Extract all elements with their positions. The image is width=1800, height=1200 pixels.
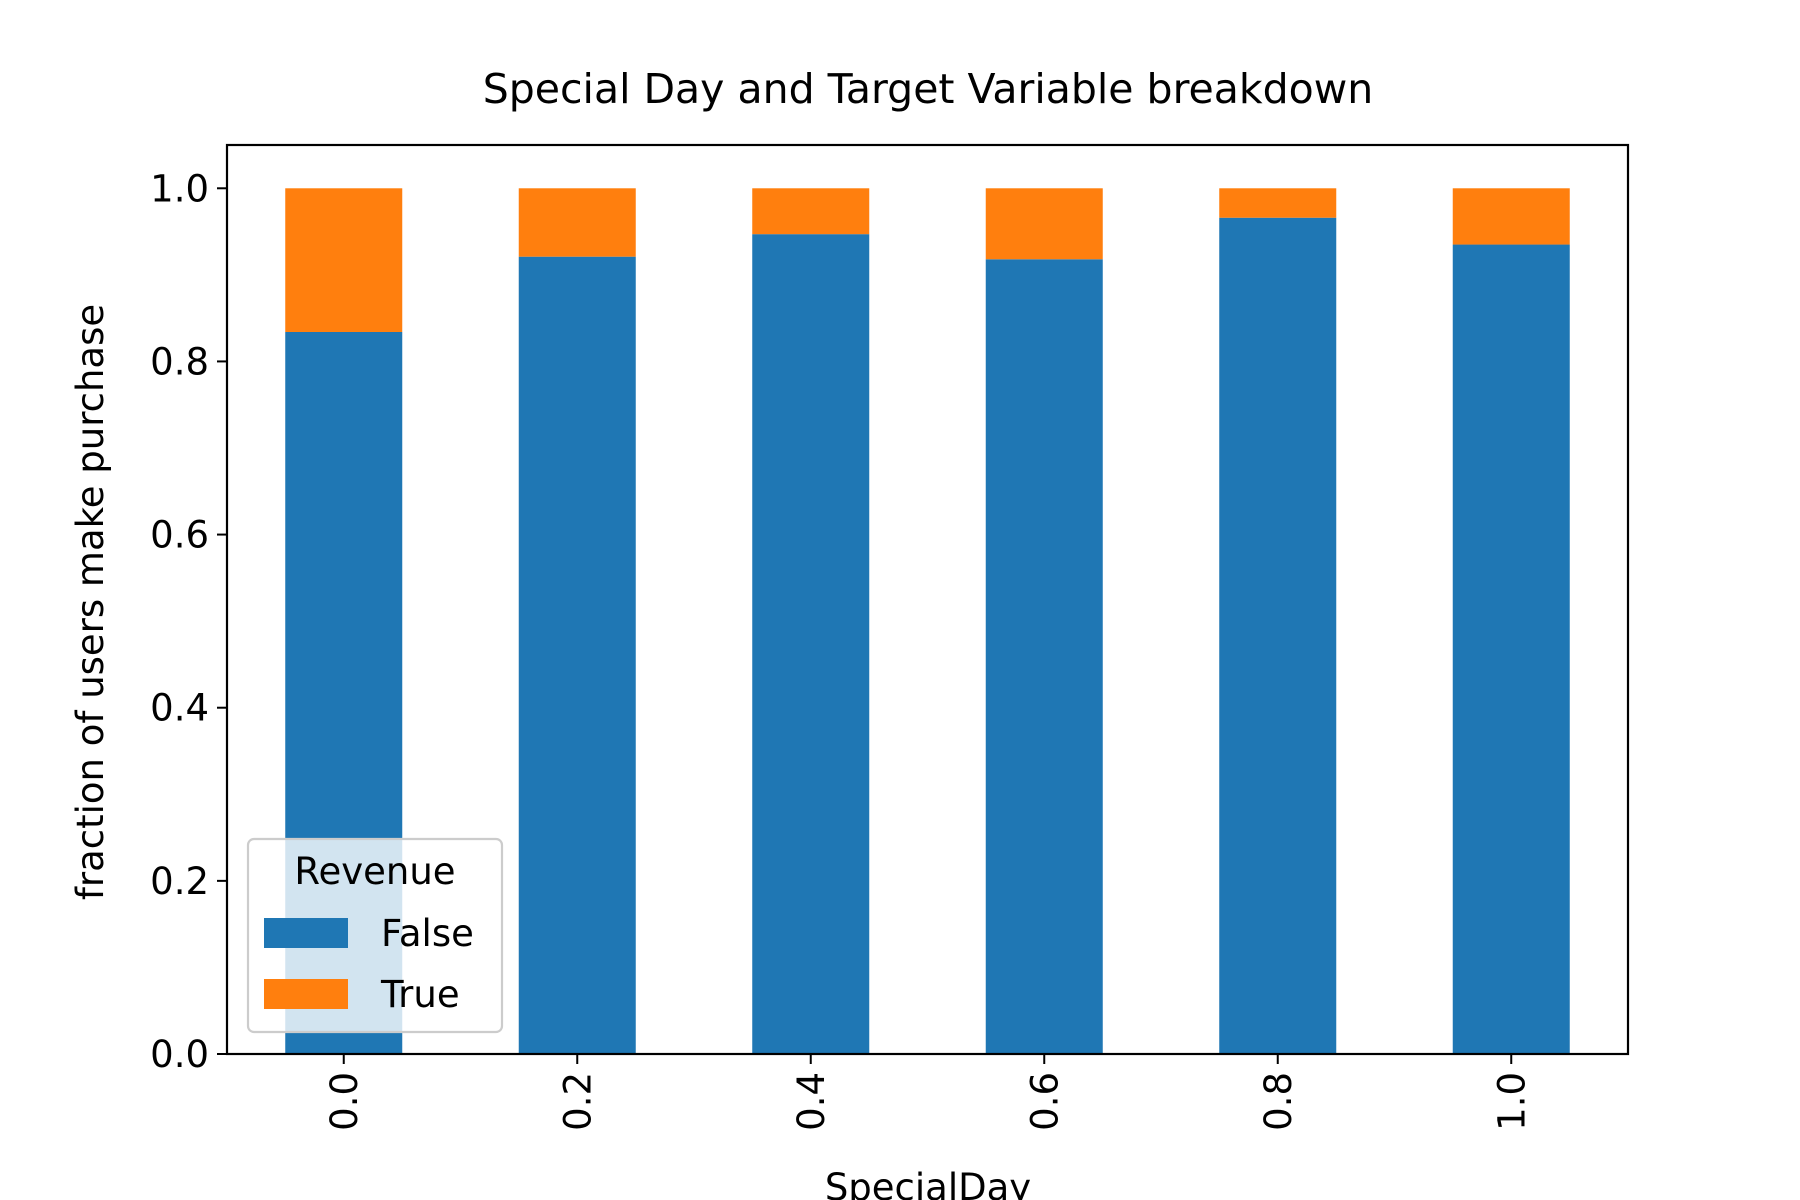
bar-true-1.0: [1452, 188, 1570, 245]
bar-false-0.4: [752, 234, 870, 1054]
x-tick-label: 0.0: [323, 1072, 366, 1131]
x-tick-label: 0.8: [1257, 1072, 1300, 1131]
bar-false-0.8: [1219, 217, 1337, 1055]
bar-true-0.0: [285, 188, 403, 332]
x-tick-label: 0.4: [790, 1072, 833, 1131]
bar-false-0.6: [985, 259, 1103, 1054]
x-tick-label: 1.0: [1490, 1072, 1533, 1131]
y-tick-label: 0.6: [150, 514, 209, 557]
bar-true-0.6: [985, 188, 1103, 260]
y-tick-label: 1.0: [150, 167, 209, 210]
legend-label-false: False: [381, 912, 474, 955]
legend-title: Revenue: [294, 850, 455, 893]
y-axis: 0.0 0.2 0.4 0.6 0.8 1.0: [150, 167, 227, 1076]
bar-false-0.2: [518, 256, 636, 1055]
y-tick-label: 0.4: [150, 687, 209, 730]
legend: Revenue False True: [246, 837, 504, 1034]
y-tick-label: 0.0: [150, 1033, 209, 1076]
bar-true-0.4: [752, 188, 870, 235]
bars-layer: [285, 188, 1570, 1055]
bar-true-0.8: [1219, 188, 1337, 218]
x-axis-label: SpecialDay: [825, 1166, 1031, 1200]
chart-title: Special Day and Target Variable breakdow…: [483, 65, 1374, 113]
y-tick-label: 0.2: [150, 860, 209, 903]
bar-true-0.2: [518, 188, 636, 257]
bar-false-1.0: [1452, 244, 1570, 1055]
x-tick-label: 0.6: [1023, 1072, 1066, 1131]
y-axis-label: fraction of users make purchase: [69, 304, 112, 900]
plot-area: 0.0 0.2 0.4 0.6 0.8 1.0 0.0 0.2 0.4 0.6 0.8 1.0: [150, 143, 1630, 1131]
legend-swatch-false: [264, 918, 348, 948]
y-tick-label: 0.8: [150, 340, 209, 383]
legend-label-true: True: [380, 973, 460, 1016]
x-axis: 0.0 0.2 0.4 0.6 0.8 1.0: [323, 1054, 1533, 1131]
x-tick-label: 0.2: [556, 1072, 599, 1131]
axes-frame: [225, 143, 1630, 1056]
legend-swatch-true: [264, 979, 348, 1009]
